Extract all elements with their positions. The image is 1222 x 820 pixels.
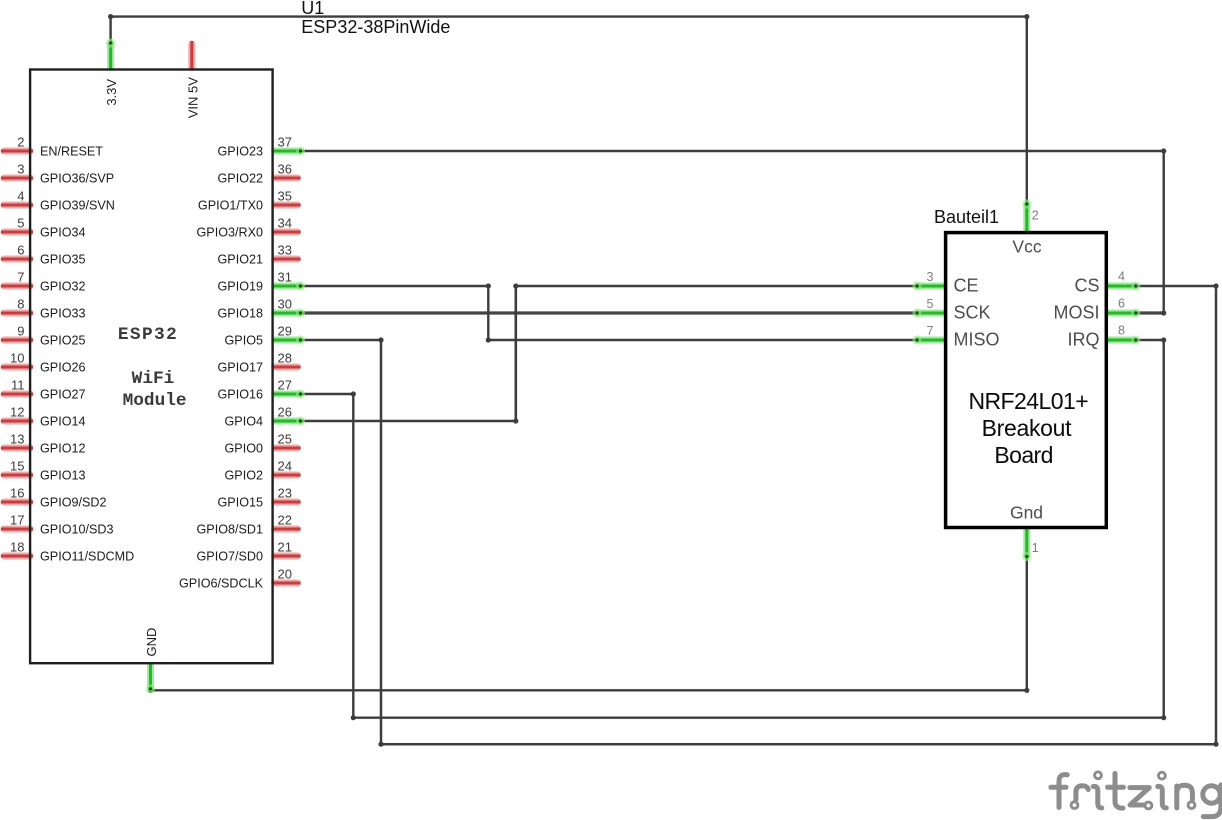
- svg-text:GPIO26: GPIO26: [40, 360, 86, 374]
- svg-text:SCK: SCK: [954, 303, 991, 323]
- svg-text:ESP32-38PinWide: ESP32-38PinWide: [301, 17, 450, 37]
- svg-text:CS: CS: [1074, 276, 1099, 296]
- svg-text:28: 28: [278, 351, 292, 366]
- svg-text:Gnd: Gnd: [1010, 503, 1043, 523]
- svg-text:21: 21: [278, 540, 292, 555]
- svg-text:MOSI: MOSI: [1053, 303, 1099, 323]
- svg-text:GPIO25: GPIO25: [40, 333, 86, 347]
- svg-text:GPIO36/SVP: GPIO36/SVP: [40, 171, 114, 185]
- svg-text:GPIO22: GPIO22: [218, 171, 264, 185]
- svg-text:GPIO2: GPIO2: [225, 468, 264, 482]
- svg-text:GPIO5: GPIO5: [225, 333, 264, 347]
- svg-text:24: 24: [278, 459, 292, 474]
- svg-text:EN/RESET: EN/RESET: [40, 144, 103, 158]
- svg-text:GPIO0: GPIO0: [225, 441, 264, 455]
- svg-text:8: 8: [17, 297, 24, 312]
- svg-text:GPIO3/RX0: GPIO3/RX0: [197, 225, 264, 239]
- svg-text:18: 18: [10, 540, 24, 555]
- svg-text:2: 2: [1032, 209, 1039, 223]
- svg-text:27: 27: [278, 378, 292, 393]
- svg-text:GPIO21: GPIO21: [218, 252, 264, 266]
- svg-text:33: 33: [278, 243, 292, 258]
- svg-text:GPIO7/SD0: GPIO7/SD0: [197, 549, 264, 563]
- svg-text:CE: CE: [954, 276, 979, 296]
- svg-text:Board: Board: [994, 442, 1052, 468]
- svg-text:GPIO19: GPIO19: [218, 279, 264, 293]
- svg-text:GPIO6/SDCLK: GPIO6/SDCLK: [179, 576, 264, 590]
- svg-text:GPIO27: GPIO27: [40, 387, 86, 401]
- svg-text:13: 13: [10, 432, 24, 447]
- svg-text:6: 6: [17, 243, 24, 258]
- svg-text:22: 22: [278, 513, 292, 528]
- svg-text:GPIO1/TX0: GPIO1/TX0: [198, 198, 263, 212]
- svg-text:Bauteil1: Bauteil1: [934, 207, 999, 227]
- svg-text:GPIO32: GPIO32: [40, 279, 86, 293]
- svg-text:Breakout: Breakout: [982, 415, 1073, 441]
- svg-text:GPIO10/SD3: GPIO10/SD3: [40, 522, 114, 536]
- svg-text:GPIO15: GPIO15: [218, 495, 264, 509]
- svg-text:GPIO13: GPIO13: [40, 468, 86, 482]
- svg-text:36: 36: [278, 162, 292, 177]
- svg-text:25: 25: [278, 432, 292, 447]
- svg-text:3.3V: 3.3V: [104, 79, 119, 106]
- svg-text:GPIO16: GPIO16: [218, 387, 264, 401]
- svg-text:12: 12: [10, 405, 24, 420]
- svg-text:GPIO9/SD2: GPIO9/SD2: [40, 495, 107, 509]
- svg-text:34: 34: [278, 216, 292, 231]
- svg-text:37: 37: [278, 135, 292, 150]
- svg-text:GPIO39/SVN: GPIO39/SVN: [40, 198, 115, 212]
- svg-text:GPIO18: GPIO18: [218, 306, 264, 320]
- svg-text:GPIO12: GPIO12: [40, 441, 86, 455]
- svg-text:20: 20: [278, 567, 292, 582]
- svg-text:U1: U1: [301, 0, 324, 18]
- svg-text:GND: GND: [144, 628, 159, 657]
- svg-text:35: 35: [278, 189, 292, 204]
- svg-text:3: 3: [17, 162, 24, 177]
- svg-text:GPIO35: GPIO35: [40, 252, 86, 266]
- svg-text:5: 5: [927, 297, 934, 311]
- svg-text:ESP32: ESP32: [118, 325, 178, 345]
- svg-text:8: 8: [1118, 324, 1125, 338]
- svg-text:GPIO4: GPIO4: [225, 414, 264, 428]
- svg-text:30: 30: [278, 297, 292, 312]
- svg-text:GPIO34: GPIO34: [40, 225, 86, 239]
- svg-text:17: 17: [10, 513, 24, 528]
- svg-text:10: 10: [10, 351, 24, 366]
- svg-text:16: 16: [10, 486, 24, 501]
- svg-text:GPIO23: GPIO23: [218, 144, 264, 158]
- svg-text:GPIO8/SD1: GPIO8/SD1: [197, 522, 264, 536]
- svg-text:IRQ: IRQ: [1067, 330, 1099, 350]
- svg-text:9: 9: [17, 324, 24, 339]
- svg-text:VIN 5V: VIN 5V: [185, 77, 200, 119]
- svg-text:26: 26: [278, 405, 292, 420]
- svg-text:5: 5: [17, 216, 24, 231]
- svg-text:GPIO17: GPIO17: [218, 360, 264, 374]
- svg-text:4: 4: [1118, 270, 1125, 284]
- svg-text:WiFi: WiFi: [132, 369, 175, 389]
- svg-text:3: 3: [927, 270, 934, 284]
- svg-text:GPIO14: GPIO14: [40, 414, 86, 428]
- svg-text:7: 7: [17, 270, 24, 285]
- svg-text:Vcc: Vcc: [1012, 236, 1041, 256]
- svg-text:Module: Module: [123, 391, 187, 411]
- svg-text:2: 2: [17, 135, 24, 150]
- svg-text:11: 11: [11, 378, 25, 393]
- svg-text:NRF24L01+: NRF24L01+: [968, 388, 1088, 414]
- svg-text:15: 15: [10, 459, 24, 474]
- svg-text:MISO: MISO: [954, 330, 1000, 350]
- svg-text:6: 6: [1118, 297, 1125, 311]
- svg-text:7: 7: [927, 324, 934, 338]
- svg-text:31: 31: [278, 270, 292, 285]
- svg-text:GPIO11/SDCMD: GPIO11/SDCMD: [40, 549, 134, 563]
- svg-text:1: 1: [1032, 541, 1039, 555]
- svg-text:4: 4: [17, 189, 24, 204]
- svg-text:GPIO33: GPIO33: [40, 306, 86, 320]
- svg-text:29: 29: [278, 324, 292, 339]
- svg-text:23: 23: [278, 486, 292, 501]
